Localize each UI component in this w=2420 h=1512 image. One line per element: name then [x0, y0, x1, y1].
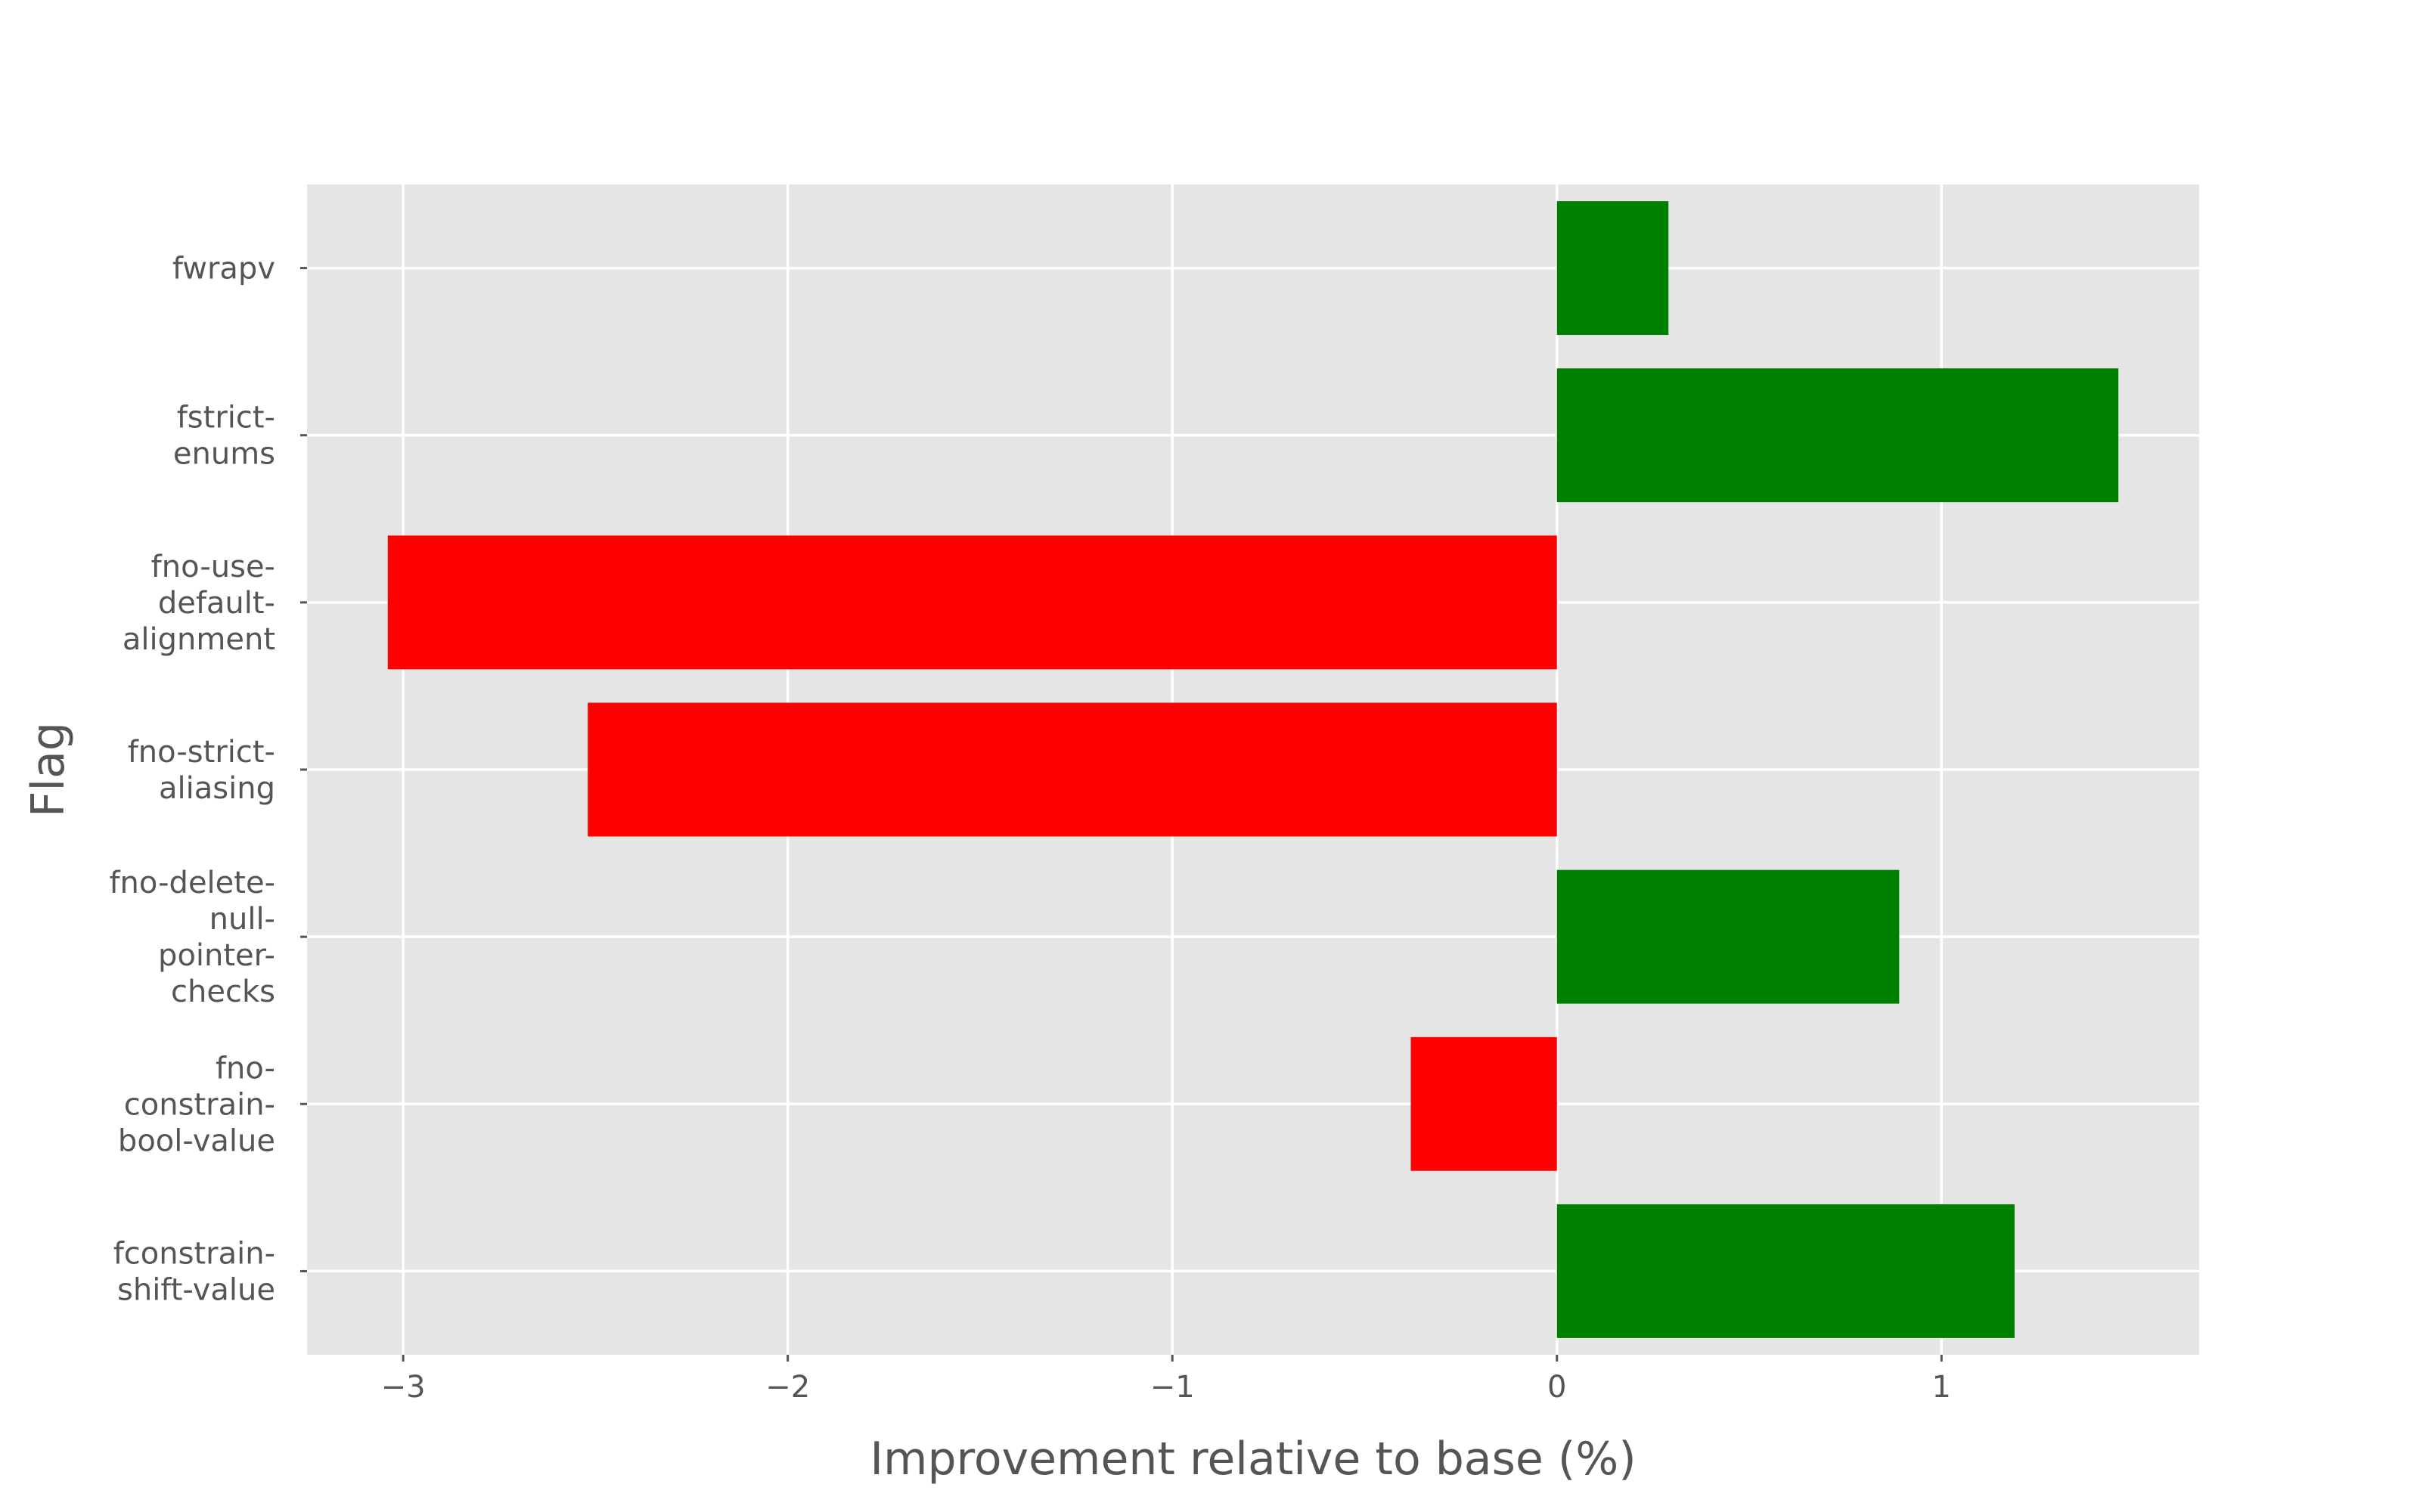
- x-tick-label: −1: [1150, 1370, 1195, 1405]
- x-tick-label: −3: [381, 1370, 426, 1405]
- bar-fno-strict-aliasing: [588, 702, 1557, 837]
- x-axis-ticks: −3 −2 −1 0 1: [381, 1355, 1951, 1405]
- x-tick-label: 1: [1932, 1370, 1951, 1405]
- bars: [387, 201, 2119, 1338]
- y-tick-label: fno-strict-: [128, 735, 275, 770]
- bar-fno-constrain-bool-value: [1410, 1036, 1557, 1171]
- bar-fconstrain-shift-value: [1556, 1204, 2015, 1338]
- bar-fwrapv: [1556, 201, 1669, 336]
- y-tick-label: fno-delete-: [109, 866, 275, 900]
- y-tick-label: constrain-: [124, 1087, 275, 1122]
- x-axis-title: Improvement relative to base (%): [870, 1433, 1636, 1486]
- y-tick-label: fno-: [216, 1051, 275, 1086]
- bar-fstrict-enums: [1556, 368, 2119, 503]
- y-tick-label: default-: [158, 586, 275, 621]
- y-axis-ticks: fwrapv fstrict-enums fno-use-default-align…: [109, 252, 307, 1307]
- x-tick-label: 0: [1547, 1370, 1566, 1405]
- y-tick-label: checks: [171, 974, 275, 1009]
- y-tick-label: shift-value: [117, 1272, 275, 1307]
- y-tick-label: aliasing: [159, 771, 275, 806]
- bar-fno-use-default-alignment: [387, 535, 1557, 670]
- bar-fno-delete-null-pointer-checks: [1556, 869, 1900, 1004]
- x-tick-label: −2: [765, 1370, 810, 1405]
- y-tick-label: fstrict-: [177, 401, 275, 435]
- y-axis-title: Flag: [22, 722, 75, 817]
- y-tick-label: fconstrain-: [113, 1236, 275, 1271]
- y-tick-label: bool-value: [118, 1123, 275, 1158]
- y-tick-label: pointer-: [158, 938, 275, 973]
- y-tick-label: fwrapv: [172, 252, 275, 287]
- y-tick-label: fno-use-: [151, 550, 275, 584]
- y-tick-label: null-: [209, 902, 275, 937]
- y-tick-label: enums: [173, 437, 275, 472]
- y-tick-label: alignment: [123, 622, 275, 657]
